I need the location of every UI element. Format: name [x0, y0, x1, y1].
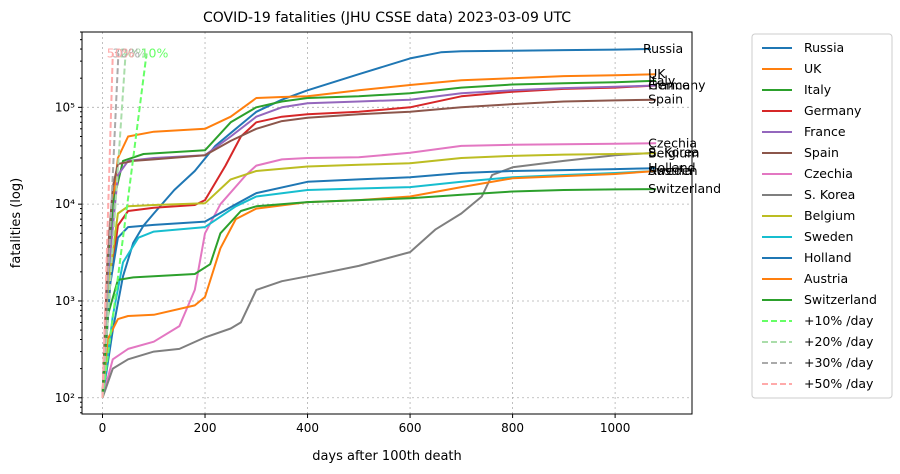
x-tick-label: 600: [399, 421, 422, 435]
legend-label: S. Korea: [804, 187, 855, 202]
series-line-austria: [101, 170, 657, 398]
series-line-sweden: [101, 170, 657, 398]
series-line-russia: [101, 48, 652, 398]
series-end-label: Belgium: [648, 145, 699, 160]
series-line-france: [101, 84, 657, 398]
plot-frame: [81, 31, 693, 415]
y-axis-label: fatalities (log): [9, 178, 24, 268]
chart-title: COVID-19 fatalities (JHU CSSE data) 2023…: [203, 10, 571, 26]
series-line-uk: [101, 73, 657, 398]
legend-label: Germany: [804, 103, 862, 118]
series-end-label: Spain: [648, 92, 683, 107]
legend-label: +10% /day: [804, 313, 874, 328]
series-lines: [101, 48, 657, 399]
x-tick-label: 200: [194, 421, 217, 435]
series-end-label: France: [648, 78, 690, 93]
legend-label: France: [804, 124, 846, 139]
legend-label: Sweden: [804, 229, 853, 244]
legend-label: +30% /day: [804, 355, 874, 370]
x-tick-label: 400: [296, 421, 319, 435]
y-tick-label: 10³: [55, 294, 75, 308]
series-end-label: 10%: [141, 45, 169, 60]
axis-ticks: 0 200 400 600 800 1000 10² 10³ 10⁴ 10⁵: [55, 31, 631, 435]
series-labels: RussiaUKItalyGermanyFranceSpainCzechiaS.…: [107, 41, 721, 196]
grid: [82, 32, 692, 414]
x-tick-label: 1000: [600, 421, 631, 435]
series-line-italy: [101, 79, 657, 398]
y-tick-label: 10²: [55, 391, 75, 405]
series-end-label: Austria: [648, 163, 692, 178]
legend-label: Russia: [804, 40, 844, 55]
legend-label: Switzerland: [804, 292, 877, 307]
y-tick-label: 10⁴: [55, 197, 75, 211]
series-line-czechia: [101, 142, 657, 399]
series-end-label: Switzerland: [648, 181, 721, 196]
legend-label: Czechia: [804, 166, 853, 181]
series-end-label: 50%: [107, 45, 135, 60]
legend-label: Spain: [804, 145, 839, 160]
legend-box: [751, 33, 893, 399]
x-tick-label: 800: [501, 421, 524, 435]
series-end-label: Czechia: [648, 135, 697, 150]
series-line--10-day: [101, 53, 148, 398]
legend-label: +50% /day: [804, 376, 874, 391]
series-line-belgium: [101, 152, 657, 398]
series-end-label: Holland: [648, 160, 696, 175]
series-line--50-day: [101, 53, 114, 398]
series-line-switzerland: [101, 188, 657, 398]
series-end-label: 30%: [112, 45, 140, 60]
y-tick-label: 10⁵: [55, 100, 75, 114]
series-end-label: Italy: [648, 73, 676, 88]
series-end-label: UK: [648, 66, 666, 81]
series-end-label: 20%: [120, 45, 148, 60]
series-line-germany: [101, 84, 657, 398]
legend-label: Austria: [804, 271, 848, 286]
legend: Russia UK Italy Germany France Spain Czechia S.…: [751, 33, 893, 399]
legend-label: Belgium: [804, 208, 855, 223]
series-end-label: S. Korea: [648, 145, 699, 160]
x-tick-label: 0: [99, 421, 107, 435]
legend-label: Italy: [804, 82, 832, 97]
series-end-label: Sweden: [648, 163, 697, 178]
series-line--20-day: [101, 53, 127, 398]
series-line-s-korea: [101, 151, 657, 399]
series-end-label: Russia: [643, 41, 683, 56]
legend-label: +20% /day: [804, 334, 874, 349]
legend-label: Holland: [804, 250, 852, 265]
legend-label: UK: [804, 61, 822, 76]
x-axis-label: days after 100th death: [312, 449, 462, 464]
series-line-holland: [101, 167, 657, 398]
